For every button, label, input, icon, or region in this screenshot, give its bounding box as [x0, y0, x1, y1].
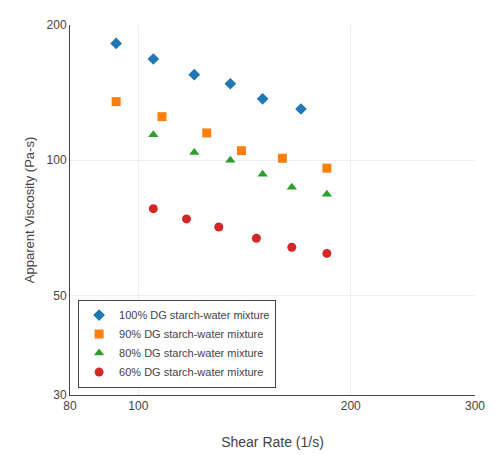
svg-text:200: 200: [47, 18, 67, 32]
svg-text:200: 200: [341, 399, 361, 413]
svg-text:60% DG starch-water mixture: 60% DG starch-water mixture: [119, 366, 263, 378]
svg-text:100: 100: [128, 399, 148, 413]
svg-text:Apparent Viscosity (Pa-s): Apparent Viscosity (Pa-s): [22, 137, 37, 283]
svg-text:Shear Rate (1/s): Shear Rate (1/s): [221, 434, 324, 450]
svg-text:50: 50: [53, 289, 67, 303]
svg-text:300: 300: [465, 399, 485, 413]
svg-text:30: 30: [53, 388, 67, 402]
svg-text:80: 80: [63, 399, 77, 413]
svg-text:90% DG starch-water mixture: 90% DG starch-water mixture: [119, 328, 263, 340]
svg-text:80% DG starch-water mixture: 80% DG starch-water mixture: [119, 347, 263, 359]
svg-text:100: 100: [47, 153, 67, 167]
svg-text:100% DG starch-water mixture: 100% DG starch-water mixture: [119, 309, 269, 321]
